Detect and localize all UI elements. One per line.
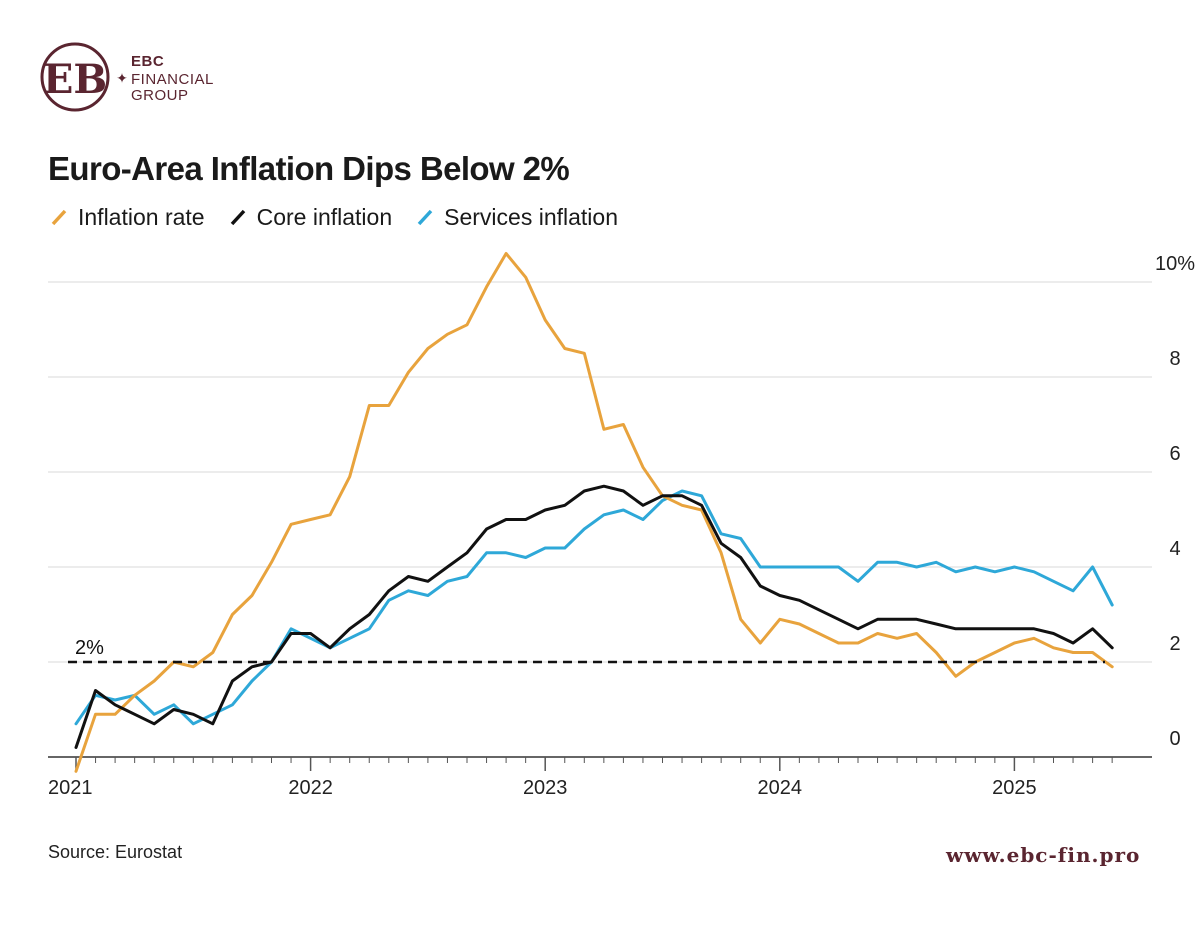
source-note: Source: Eurostat [48, 842, 183, 862]
legend-item-core-inflation: Core inflation [227, 203, 393, 231]
series-line-services-inflation [74, 489, 1114, 726]
y-tick-label-4: 4 [1169, 538, 1180, 560]
x-tick-label-2023: 2023 [523, 777, 568, 799]
x-tick-label-2025: 2025 [992, 777, 1037, 799]
y-tick-label-2: 2 [1169, 633, 1180, 655]
brand-name-line3: GROUP [131, 87, 189, 104]
legend-swatch-core-inflation [230, 209, 245, 226]
legend-item-inflation-rate: Inflation rate [48, 204, 205, 231]
legend-item-services-inflation: Services inflation [414, 204, 618, 231]
x-tick-label-2021: 2021 [48, 777, 93, 799]
series-line-core-inflation [74, 484, 1114, 749]
y-tick-label-8: 8 [1169, 348, 1180, 370]
legend-label-services-inflation: Services inflation [444, 203, 618, 230]
legend-label-core-inflation: Core inflation [256, 203, 393, 230]
legend-swatch-services-inflation [417, 209, 433, 226]
y-tick-label-0: 0 [1169, 728, 1180, 750]
reference-line-label: 2% [75, 637, 104, 659]
y-tick-label-6: 6 [1169, 443, 1180, 465]
chart-title: Euro-Area Inflation Dips Below 2% [48, 150, 570, 187]
ebc-logo: EB ✦ [40, 42, 128, 112]
website-url[interactable]: www.ebc-fin.pro [946, 843, 1141, 867]
series-line-inflation-rate [74, 252, 1114, 773]
brand-name-line2: FINANCIAL [131, 71, 214, 88]
svg-text:✦: ✦ [116, 71, 128, 87]
svg-text:EB: EB [43, 56, 107, 103]
chart-legend: Inflation rate Core inflation Services i… [48, 202, 640, 232]
x-tick-label-2022: 2022 [288, 777, 333, 799]
legend-swatch-inflation-rate [51, 209, 67, 226]
y-tick-label-10: 10% [1155, 253, 1195, 275]
legend-label-inflation-rate: Inflation rate [78, 203, 205, 230]
brand-name-line1: EBC [131, 53, 165, 70]
x-tick-label-2024: 2024 [758, 777, 803, 799]
